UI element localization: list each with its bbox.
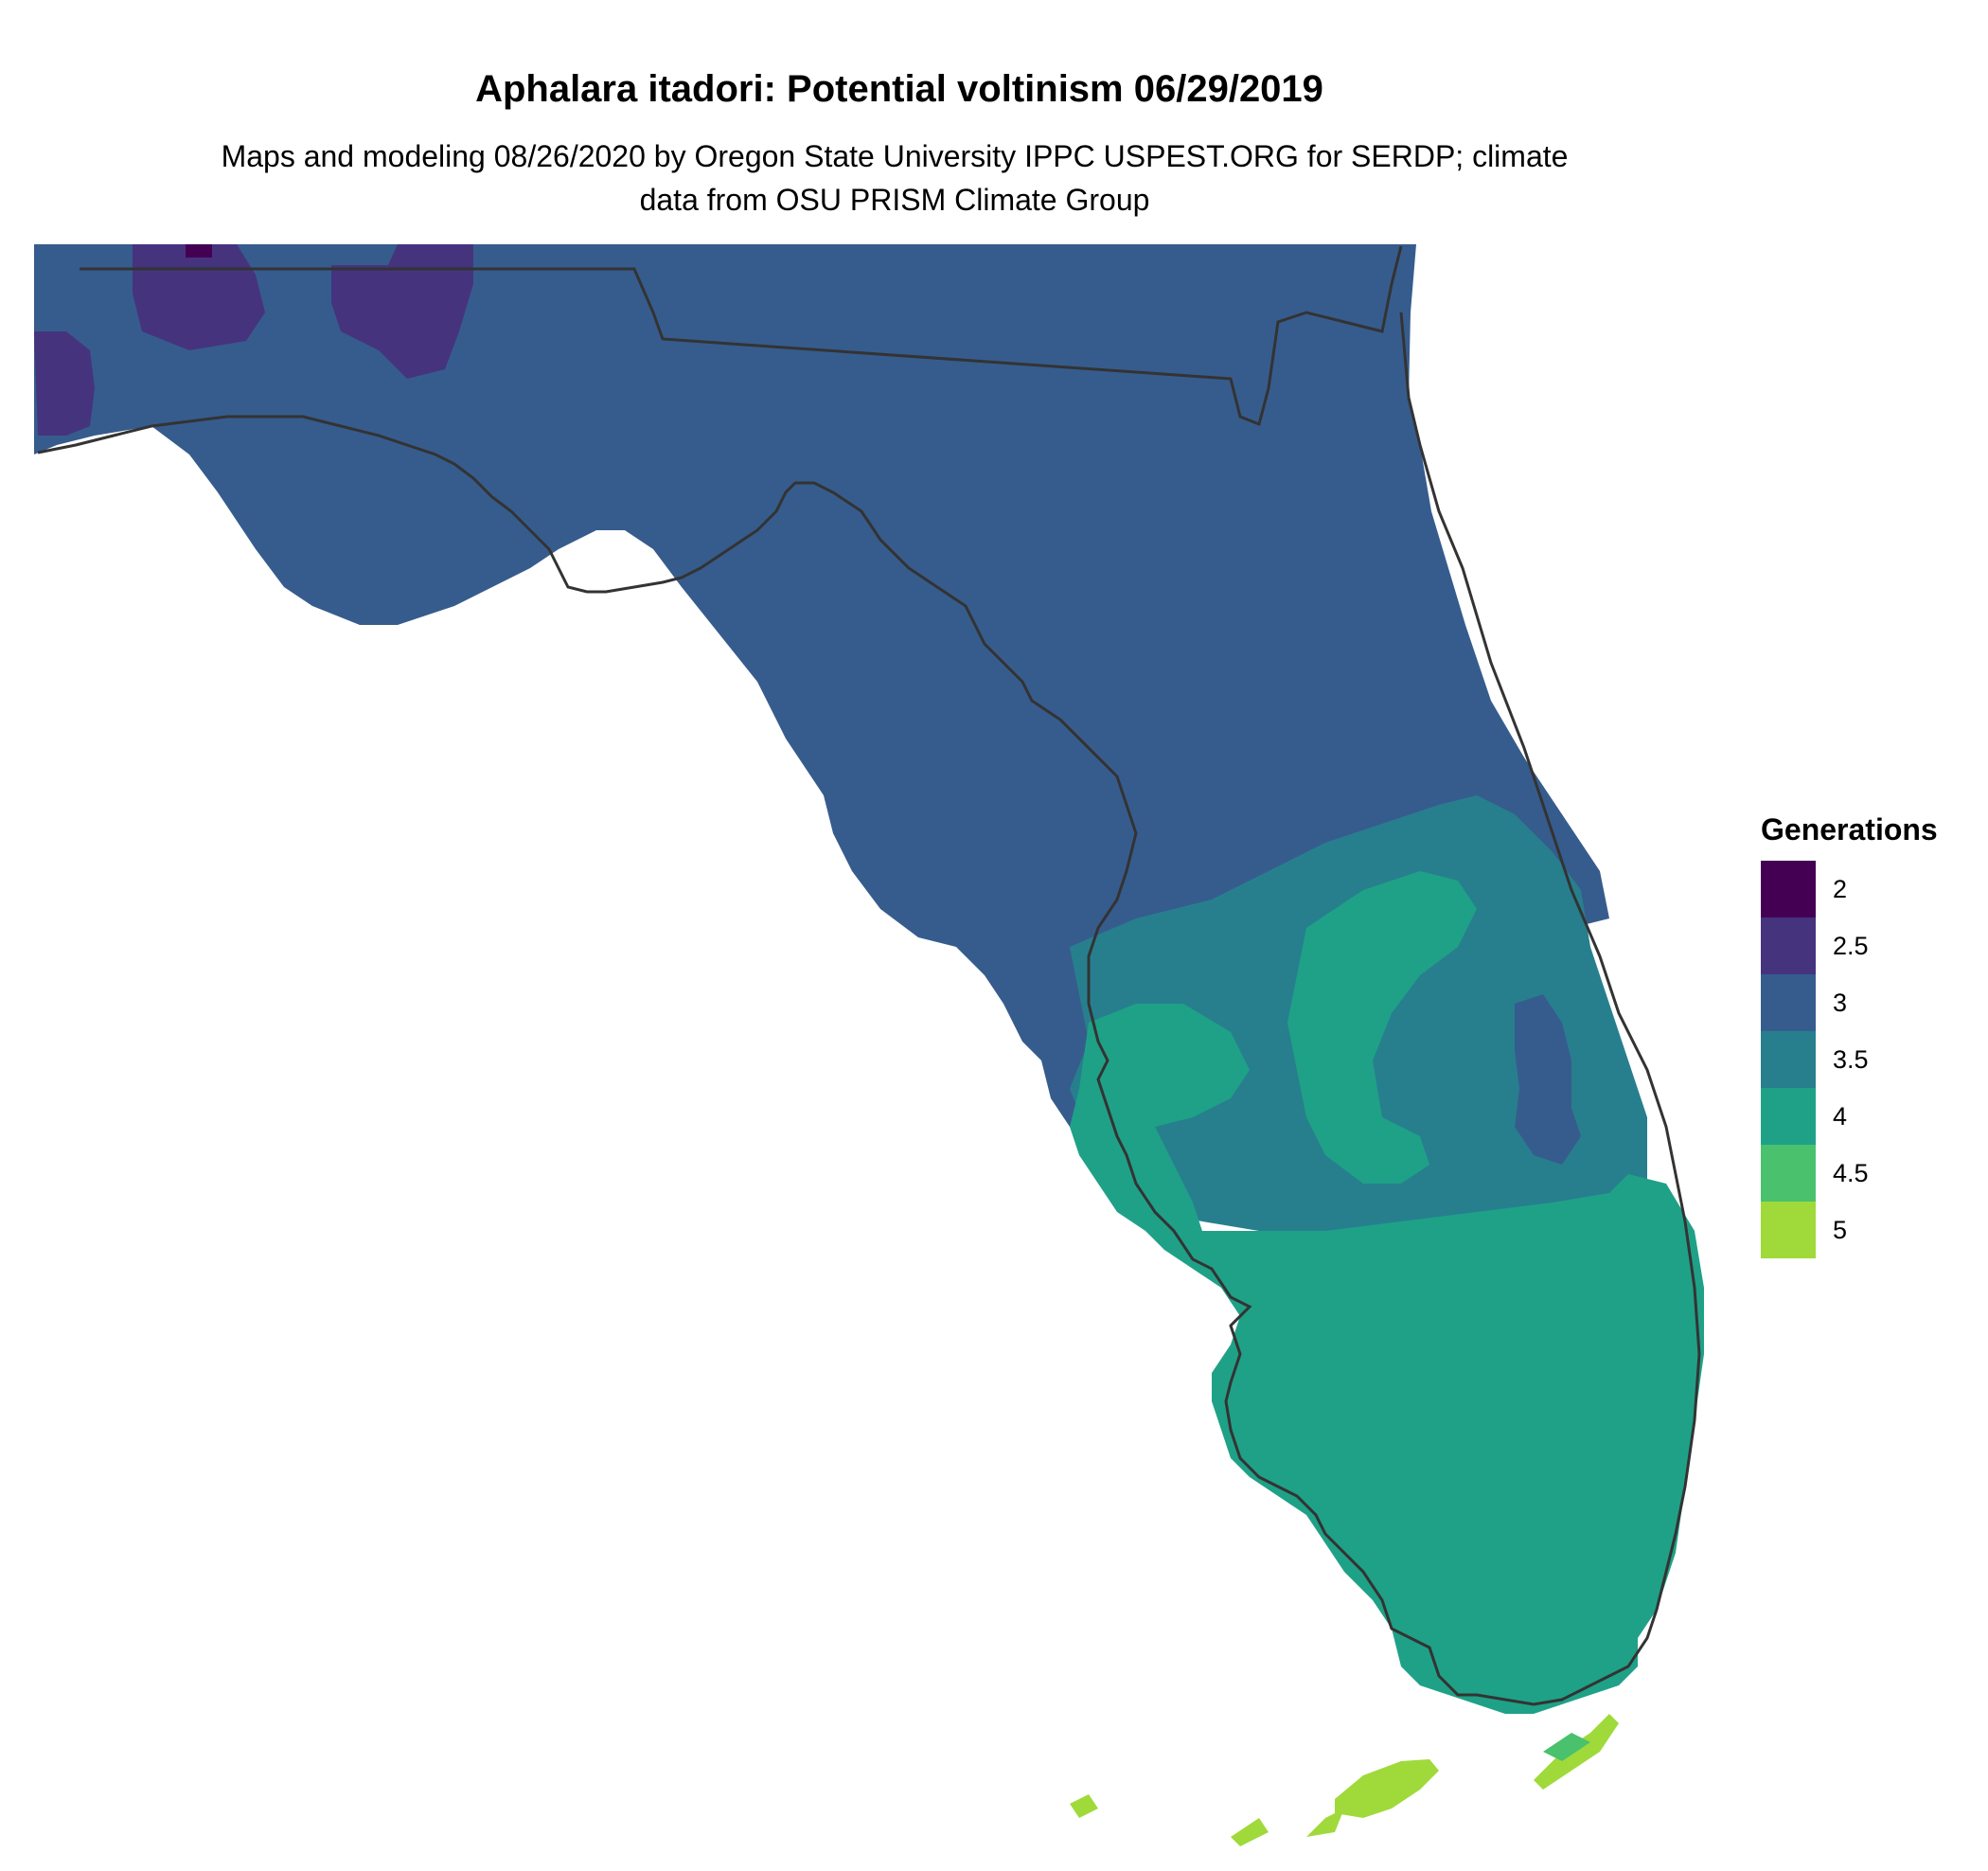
zone-4-generations: [1070, 1004, 1704, 1714]
zone-2-generations: [186, 244, 212, 258]
legend-label: 3.5: [1833, 1044, 1869, 1074]
zone-2-5-generations-north-b: [331, 244, 473, 379]
legend-label: 5: [1833, 1215, 1848, 1244]
zone-4-generations-interior: [1287, 871, 1477, 1184]
legend-item: 4.5: [1761, 1145, 1938, 1202]
zone-2-5-generations-west: [34, 331, 95, 436]
chart-subtitle: Maps and modeling 08/26/2020 by Oregon S…: [221, 139, 1569, 217]
legend-item: 3: [1761, 974, 1938, 1031]
legend-title: Generations: [1761, 812, 1938, 846]
legend-label: 3: [1833, 988, 1848, 1017]
zone-5-generations-middle-keys: [1335, 1759, 1439, 1818]
legend-item: 4: [1761, 1088, 1938, 1145]
legend-item: 2: [1761, 861, 1938, 918]
legend-swatch: [1761, 974, 1816, 1031]
zone-5-generations-lower-keys: [1070, 1794, 1344, 1846]
legend-label: 2.5: [1833, 931, 1869, 960]
zone-3-generations-pocket: [1515, 994, 1581, 1165]
chart-title: Aphalara itadori: Potential voltinism 06…: [475, 68, 1323, 110]
legend-swatch: [1761, 861, 1816, 918]
legend-item: 3.5: [1761, 1031, 1938, 1088]
legend-swatch: [1761, 1031, 1816, 1088]
legend-label: 4: [1833, 1101, 1848, 1131]
legend-swatch: [1761, 1088, 1816, 1145]
state-boundary: [37, 245, 1701, 1706]
legend-swatch: [1761, 1145, 1816, 1202]
legend-label: 4.5: [1833, 1158, 1869, 1187]
legend-item: 5: [1761, 1202, 1938, 1258]
zone-2-5-generations-north-a: [133, 244, 265, 350]
legend-label: 2: [1833, 874, 1848, 903]
legend-swatch: [1761, 918, 1816, 974]
legend-item: 2.5: [1761, 918, 1938, 974]
legend-items: 2 2.5 3 3.5 4 4.5 5: [1761, 861, 1938, 1258]
zone-4-5-generations-coast: [1543, 1733, 1590, 1761]
legend-swatch: [1761, 1202, 1816, 1258]
legend: Generations 2 2.5 3 3.5 4 4.5 5: [1761, 812, 1938, 1258]
